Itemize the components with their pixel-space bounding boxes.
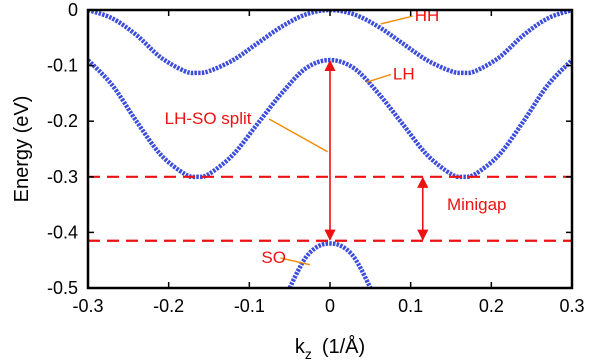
x-axis-label-main: k (295, 336, 306, 358)
x-axis-label: kz (1/Å) (295, 335, 365, 362)
series-hh-line (88, 10, 572, 76)
x-axis-label-subscript: z (305, 346, 312, 362)
annotation-leader-hh (380, 15, 413, 25)
x-axis-label-units: (1/Å) (322, 335, 365, 358)
y-tick-label: -0.5 (47, 278, 78, 298)
x-tick-label: -0.3 (72, 296, 103, 316)
y-tick-label: -0.2 (47, 111, 78, 131)
annotation-so: SO (261, 248, 286, 267)
x-tick-label: 0.1 (398, 296, 423, 316)
x-tick-label: 0 (325, 296, 335, 316)
x-tick-label: 0.2 (479, 296, 504, 316)
y-axis-label: Energy (eV) (11, 96, 33, 203)
y-tick-label: -0.1 (47, 56, 78, 76)
x-tick-label: -0.2 (153, 296, 184, 316)
x-tick-label: -0.1 (234, 296, 265, 316)
annotation-lh-so-split: LH-SO split (165, 109, 252, 128)
axis-ticks: -0.3 -0.2 -0.1 0 0.1 0.2 0.3 0 -0.1 -0.2 -0.3 -0.4 -… (47, 0, 585, 316)
arrows (324, 59, 429, 241)
y-tick-label: -0.4 (47, 222, 78, 242)
y-tick-label: 0 (68, 0, 78, 20)
annotation-leader-lh (366, 73, 392, 83)
annotation-minigap: Minigap (447, 195, 507, 214)
series-so-line (287, 241, 373, 288)
annotation-lh: LH (393, 65, 415, 84)
x-tick-label: 0.3 (559, 296, 584, 316)
annotation-leader-lh-so-split (268, 118, 328, 153)
annotation-leader-so (280, 257, 310, 266)
reference-lines (88, 175, 572, 242)
y-tick-label: -0.3 (47, 167, 78, 187)
